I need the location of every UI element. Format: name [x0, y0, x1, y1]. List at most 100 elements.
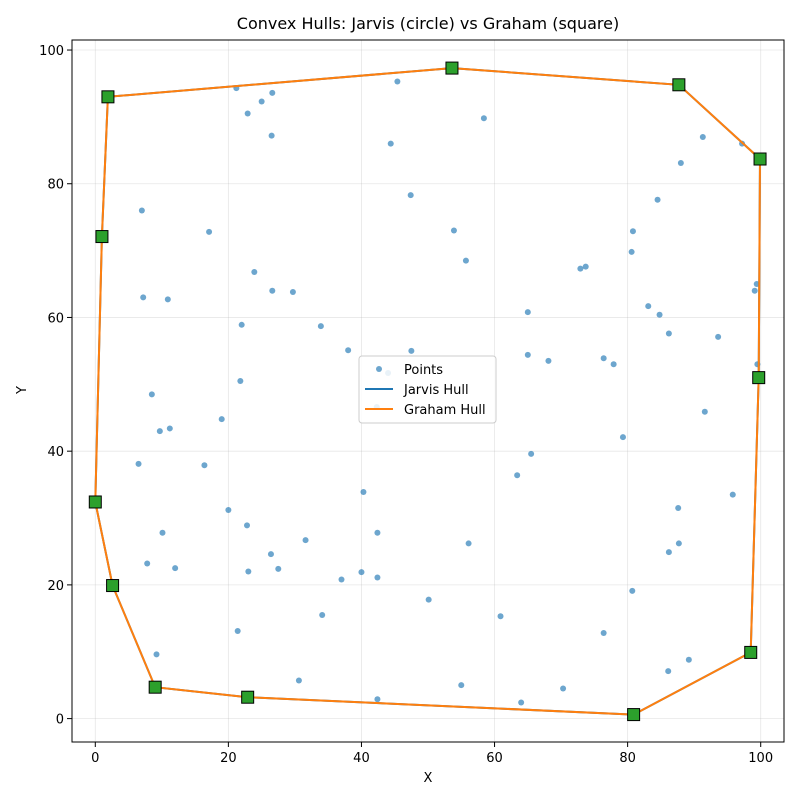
data-point: [497, 613, 504, 620]
data-point: [629, 587, 636, 594]
data-point: [545, 357, 552, 364]
data-point: [685, 656, 692, 663]
data-point: [715, 333, 722, 340]
data-point: [374, 529, 381, 536]
data-point: [275, 565, 282, 572]
graham-hull-vertex: [148, 680, 162, 694]
data-point: [251, 268, 258, 275]
data-point: [524, 351, 531, 358]
graham-hull-vertex: [445, 61, 459, 75]
data-point: [360, 488, 367, 495]
data-point: [138, 207, 145, 214]
data-point: [374, 696, 381, 703]
data-point: [677, 160, 684, 167]
data-point: [645, 303, 652, 310]
legend: Points Jarvis Hull Graham Hull: [358, 355, 497, 424]
data-point: [225, 507, 232, 514]
graham-hull-vertex: [627, 708, 641, 722]
data-point: [295, 677, 302, 684]
data-point: [358, 569, 365, 576]
data-point: [729, 491, 736, 498]
data-point: [699, 133, 706, 140]
data-point: [465, 540, 472, 547]
x-tick-label: 60: [486, 751, 503, 766]
legend-label: Points: [404, 363, 443, 378]
data-point: [577, 265, 584, 272]
data-point: [629, 228, 636, 235]
legend-label: Jarvis Hull: [403, 383, 469, 398]
data-point: [665, 668, 672, 675]
data-point: [258, 98, 265, 105]
data-point: [338, 576, 345, 583]
graham-hull-vertex: [672, 78, 686, 92]
x-tick-label: 40: [353, 751, 370, 766]
data-point: [628, 248, 635, 255]
data-point: [289, 289, 296, 296]
data-point: [234, 628, 241, 635]
data-point: [753, 281, 760, 288]
data-point: [140, 294, 147, 301]
data-point: [701, 408, 708, 415]
data-point: [268, 132, 275, 139]
data-point: [148, 391, 155, 398]
data-point: [237, 377, 244, 384]
data-point: [407, 192, 414, 199]
data-point: [408, 347, 415, 354]
data-point: [582, 263, 589, 270]
data-point: [514, 472, 521, 479]
data-point: [166, 425, 173, 432]
data-point: [238, 321, 245, 328]
legend-points-marker: [376, 366, 382, 372]
data-point: [244, 110, 251, 117]
graham-hull-vertex: [241, 690, 255, 704]
data-point: [675, 505, 682, 511]
data-point: [153, 651, 160, 658]
data-point: [524, 309, 531, 316]
data-point: [144, 560, 151, 567]
data-point: [374, 574, 381, 581]
x-tick-label: 80: [619, 751, 636, 766]
legend-label: Graham Hull: [404, 403, 486, 418]
y-tick-label: 20: [47, 579, 64, 594]
y-tick-label: 40: [47, 445, 64, 460]
chart-title: Convex Hulls: Jarvis (circle) vs Graham …: [237, 14, 619, 33]
data-point: [269, 287, 276, 294]
data-point: [619, 434, 626, 441]
data-point: [458, 682, 465, 689]
data-point: [201, 462, 208, 469]
data-point: [345, 347, 352, 354]
graham-hull-vertex: [95, 230, 109, 244]
data-point: [319, 611, 326, 618]
data-point: [560, 685, 567, 692]
data-point: [665, 549, 672, 556]
y-axis-label: Y: [15, 386, 30, 395]
data-point: [244, 522, 251, 529]
data-point: [269, 89, 276, 96]
legend-box: [358, 355, 497, 424]
graham-hull-vertex: [753, 152, 767, 166]
hull-vertices-layer: [88, 61, 767, 722]
data-point: [317, 323, 324, 330]
data-point: [600, 630, 607, 637]
data-point: [159, 529, 166, 536]
data-point: [387, 140, 394, 147]
graham-hull-vertex: [752, 371, 766, 385]
data-point: [172, 565, 179, 572]
graham-hull-vertex: [106, 579, 120, 593]
y-tick-label: 0: [56, 713, 64, 728]
data-point: [302, 537, 309, 544]
graham-hull-vertex: [88, 495, 102, 509]
data-point: [164, 296, 171, 303]
x-tick-label: 100: [748, 751, 773, 766]
data-point: [518, 699, 525, 706]
data-point: [610, 361, 617, 368]
data-point: [654, 196, 661, 203]
x-ticks: 0 20 40 60 80 100: [91, 742, 773, 766]
data-point: [600, 355, 607, 362]
plot-frame: [71, 39, 785, 743]
data-point: [751, 287, 758, 294]
data-point: [156, 428, 163, 435]
data-point: [675, 540, 682, 547]
data-point: [267, 551, 274, 558]
